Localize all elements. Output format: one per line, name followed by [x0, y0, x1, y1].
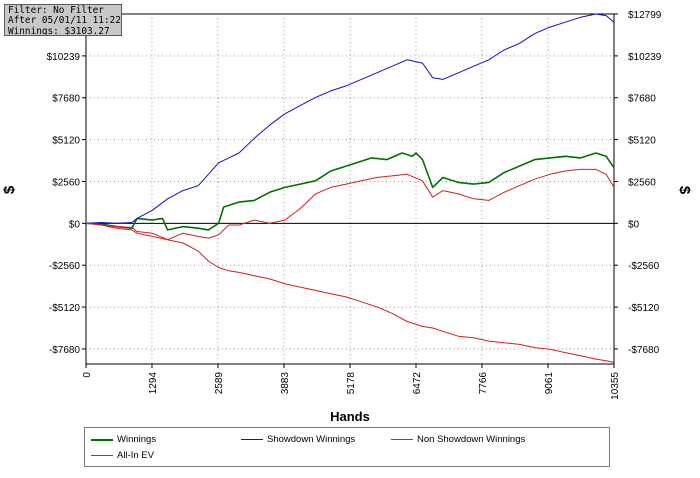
y-tick-label-left: $7680: [52, 94, 80, 105]
y-axis-right: -$7680 -$5120 -$2560 $0 $2560 $5120 $7680 $1023…: [614, 10, 662, 356]
x-tick-label: 9061: [544, 372, 555, 395]
series-layer: [85, 13, 615, 363]
y-tick-label-right: -$5120: [628, 303, 660, 314]
legend-item-non-showdown: Non Showdown Winnings: [391, 434, 525, 445]
legend-swatch-winnings: [91, 438, 113, 441]
y-tick-label-left: $5120: [52, 136, 80, 147]
series-line-winnings: [85, 152, 615, 231]
legend-label-allin-ev: All-In EV: [117, 450, 154, 461]
grid: [86, 14, 614, 364]
legend-swatch-non-showdown: [391, 439, 413, 440]
y-tick-label-left: -$2560: [49, 261, 81, 272]
legend-item-showdown: Showdown Winnings: [241, 434, 355, 445]
y-tick-label-right: $12799: [628, 10, 662, 21]
x-tick-label: 3883: [280, 372, 291, 395]
winnings-label: Winnings: $3103.27: [8, 25, 110, 36]
y-axis-title-left: $: [1, 185, 18, 194]
y-tick-label-left: -$5120: [49, 303, 81, 314]
legend-label-non-showdown: Non Showdown Winnings: [417, 434, 526, 445]
y-axis-title-right: $: [676, 186, 693, 195]
y-tick-label-right: -$7680: [628, 345, 660, 356]
y-tick-label-right: $10239: [628, 52, 662, 63]
x-tick-label: 7766: [478, 372, 489, 395]
x-tick-label: 5178: [346, 372, 357, 395]
legend-swatch-allin-ev: [91, 455, 113, 456]
x-tick-label: 0: [82, 372, 93, 378]
x-tick-label: 2589: [214, 372, 225, 395]
legend-label-winnings: Winnings: [117, 434, 157, 445]
legend-item-allin-ev: All-In EV: [91, 450, 154, 461]
series-line-non-showdown-winnings: [85, 168, 615, 241]
x-tick-label: 10355: [610, 372, 621, 400]
y-tick-label-left: -$7680: [49, 345, 81, 356]
x-axis-title: Hands: [330, 409, 370, 424]
legend-swatch-showdown: [241, 439, 263, 440]
plot-area: [85, 13, 615, 365]
y-tick-label-right: $5120: [628, 136, 656, 147]
y-tick-label-right: $7680: [628, 94, 656, 105]
y-axis-left: -$7680 -$5120 -$2560 $0 $2560 $5120 $7680 $1023…: [47, 10, 86, 356]
legend-label-showdown: Showdown Winnings: [267, 434, 356, 445]
x-axis: 0 1294 2589 3883 5178 6472 7766 9061 10355: [82, 364, 621, 400]
x-tick-label: 6472: [412, 372, 423, 395]
legend-item-winnings: Winnings: [91, 434, 156, 445]
y-tick-label-right: -$2560: [628, 261, 660, 272]
legend: Winnings Showdown Winnings Non Showdown …: [84, 427, 610, 467]
y-tick-label-left: $2560: [52, 177, 80, 188]
series-line-showdown-winnings: [85, 13, 615, 224]
filter-info-box: Filter: No Filter After 05/01/11 11:22:0…: [4, 4, 122, 36]
y-tick-label-right: $0: [628, 219, 640, 230]
date-label: After 05/01/11 11:22:01: [8, 15, 121, 27]
y-tick-label-right: $2560: [628, 177, 656, 188]
filter-label: Filter: No Filter: [8, 5, 104, 16]
series-line-all-in-ev: [85, 222, 615, 363]
x-tick-label: 1294: [148, 372, 159, 395]
y-tick-label-left: $0: [69, 219, 81, 230]
y-tick-label-left: $10239: [47, 52, 81, 63]
